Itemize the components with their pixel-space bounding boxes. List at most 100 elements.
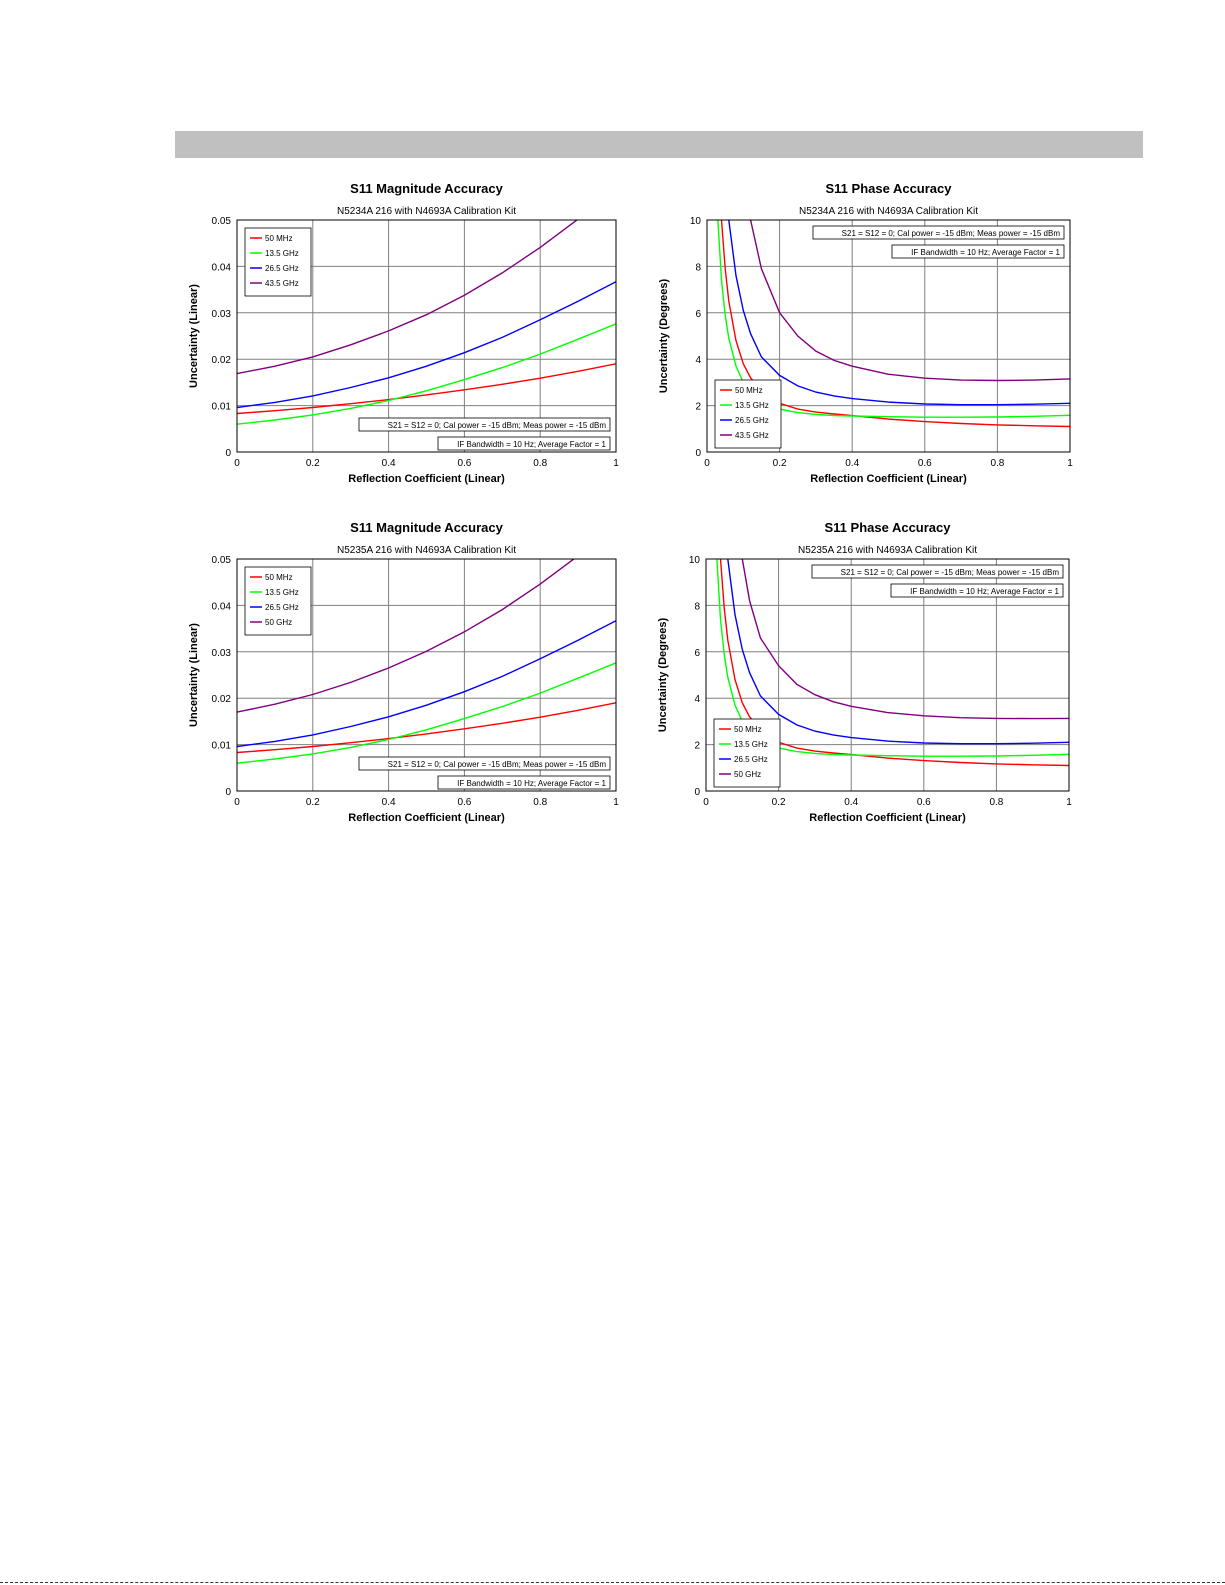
legend-label: 50 GHz	[265, 618, 292, 627]
y-tick-label: 2	[695, 402, 701, 413]
y-tick-label: 0.04	[212, 262, 232, 273]
y-tick-label: 0.05	[212, 555, 232, 566]
series-line-26-5-ghz	[237, 281, 616, 409]
legend-box	[713, 718, 781, 788]
x-axis-label: Reflection Coefficient (Linear)	[348, 473, 505, 485]
plot-border	[705, 558, 1070, 792]
y-tick-label: 0.05	[212, 216, 232, 227]
y-tick-label: 0	[695, 448, 701, 459]
y-tick-label: 6	[695, 309, 701, 320]
y-tick-label: 0	[225, 787, 231, 798]
series-line-26-5-ghz	[727, 559, 1069, 745]
chart-title: S11 Phase Accuracy	[826, 181, 953, 196]
chart-subtitle: N5234A 216 with N4693A Calibration Kit	[337, 206, 516, 217]
section-header-bar	[175, 131, 1143, 158]
series-line-50-ghz	[237, 559, 575, 713]
plot-border	[706, 219, 1071, 453]
legend-label: 13.5 GHz	[265, 588, 299, 597]
x-tick-label: 0.2	[772, 797, 786, 808]
condition-note: S21 = S12 = 0; Cal power = -15 dBm; Meas…	[842, 229, 1061, 238]
chart-s11-magnitude-n5235a: S11 Magnitude Accuracy N5235A 216 with N4…	[175, 515, 635, 835]
x-tick-label: 0.2	[773, 458, 787, 469]
y-tick-label: 0.01	[212, 402, 232, 413]
chart-subtitle: N5235A 216 with N4693A Calibration Kit	[798, 545, 977, 556]
x-tick-label: 0.6	[917, 797, 931, 808]
legend-label: 50 MHz	[734, 725, 762, 734]
y-tick-label: 0	[694, 787, 700, 798]
condition-note: S21 = S12 = 0; Cal power = -15 dBm; Meas…	[388, 760, 607, 769]
y-axis-label: Uncertainty (Degrees)	[657, 618, 669, 733]
legend-label: 13.5 GHz	[265, 249, 299, 258]
legend-label: 13.5 GHz	[735, 401, 769, 410]
x-tick-label: 0	[234, 797, 240, 808]
series-line-26-5-ghz	[728, 220, 1070, 406]
legend-box	[244, 566, 312, 636]
chart-s11-magnitude-n5234a: S11 Magnitude Accuracy N5234A 216 with N4…	[175, 176, 635, 496]
x-tick-label: 0	[234, 458, 240, 469]
chart-title: S11 Magnitude Accuracy	[350, 520, 503, 535]
x-tick-label: 0.8	[990, 458, 1004, 469]
condition-note-box	[811, 564, 1064, 579]
series-line-50-mhz	[720, 220, 1070, 428]
condition-note-box	[358, 756, 611, 771]
y-tick-label: 0.02	[212, 355, 232, 366]
legend-label: 43.5 GHz	[735, 431, 769, 440]
plot-border	[236, 219, 617, 453]
y-tick-label: 0	[225, 448, 231, 459]
condition-note-box	[891, 244, 1065, 259]
condition-note: S21 = S12 = 0; Cal power = -15 dBm; Meas…	[388, 421, 607, 430]
legend-label: 26.5 GHz	[265, 264, 299, 273]
y-tick-label: 0.03	[212, 648, 232, 659]
x-tick-label: 0.6	[918, 458, 932, 469]
legend-box	[244, 227, 312, 297]
series-line-26-5-ghz	[237, 620, 616, 748]
legend-label: 50 MHz	[265, 573, 293, 582]
series-line-50-ghz	[741, 559, 1069, 720]
x-tick-label: 0.4	[382, 458, 396, 469]
series-line-50-mhz	[237, 702, 616, 754]
x-tick-label: 0.8	[533, 458, 547, 469]
x-tick-label: 0.8	[533, 797, 547, 808]
legend-label: 50 MHz	[265, 234, 293, 243]
y-tick-label: 8	[695, 262, 701, 273]
y-tick-label: 8	[694, 601, 700, 612]
y-tick-label: 10	[690, 216, 702, 227]
y-tick-label: 10	[689, 555, 701, 566]
y-tick-label: 0.02	[212, 694, 232, 705]
condition-note: IF Bandwidth = 10 Hz; Average Factor = 1	[910, 587, 1059, 596]
x-tick-label: 0.2	[306, 797, 320, 808]
x-axis-label: Reflection Coefficient (Linear)	[810, 473, 967, 485]
legend-label: 43.5 GHz	[265, 279, 299, 288]
page-bottom-rule	[0, 1582, 1225, 1583]
x-tick-label: 0.4	[845, 458, 859, 469]
y-axis-label: Uncertainty (Linear)	[188, 284, 200, 388]
y-tick-label: 0.01	[212, 741, 232, 752]
legend-label: 50 GHz	[734, 770, 761, 779]
legend-label: 26.5 GHz	[735, 416, 769, 425]
y-tick-label: 4	[695, 355, 701, 366]
condition-note-box	[358, 417, 611, 432]
x-tick-label: 0	[704, 458, 710, 469]
chart-title: S11 Phase Accuracy	[825, 520, 952, 535]
x-tick-label: 0.6	[457, 458, 471, 469]
chart-title: S11 Magnitude Accuracy	[350, 181, 503, 196]
chart-subtitle: N5235A 216 with N4693A Calibration Kit	[337, 545, 516, 556]
x-tick-label: 1	[1067, 458, 1073, 469]
series-line-50-mhz	[719, 559, 1069, 767]
legend-box	[714, 379, 782, 449]
y-tick-label: 4	[694, 694, 700, 705]
legend-label: 50 MHz	[735, 386, 763, 395]
condition-note-box	[890, 583, 1064, 598]
chart-s11-phase-n5235a: S11 Phase Accuracy N5235A 216 with N4693A…	[645, 515, 1095, 835]
x-tick-label: 0	[703, 797, 709, 808]
condition-note: IF Bandwidth = 10 Hz; Average Factor = 1	[911, 248, 1060, 257]
condition-note-box	[812, 225, 1065, 240]
chart-s11-phase-n5234a: S11 Phase Accuracy N5234A 216 with N4693A…	[645, 176, 1095, 496]
series-line-13-5-ghz	[237, 323, 616, 425]
x-tick-label: 0.8	[989, 797, 1003, 808]
y-tick-label: 0.04	[212, 601, 232, 612]
y-tick-label: 2	[694, 741, 700, 752]
x-tick-label: 1	[613, 797, 619, 808]
legend-label: 13.5 GHz	[734, 740, 768, 749]
legend-label: 26.5 GHz	[734, 755, 768, 764]
